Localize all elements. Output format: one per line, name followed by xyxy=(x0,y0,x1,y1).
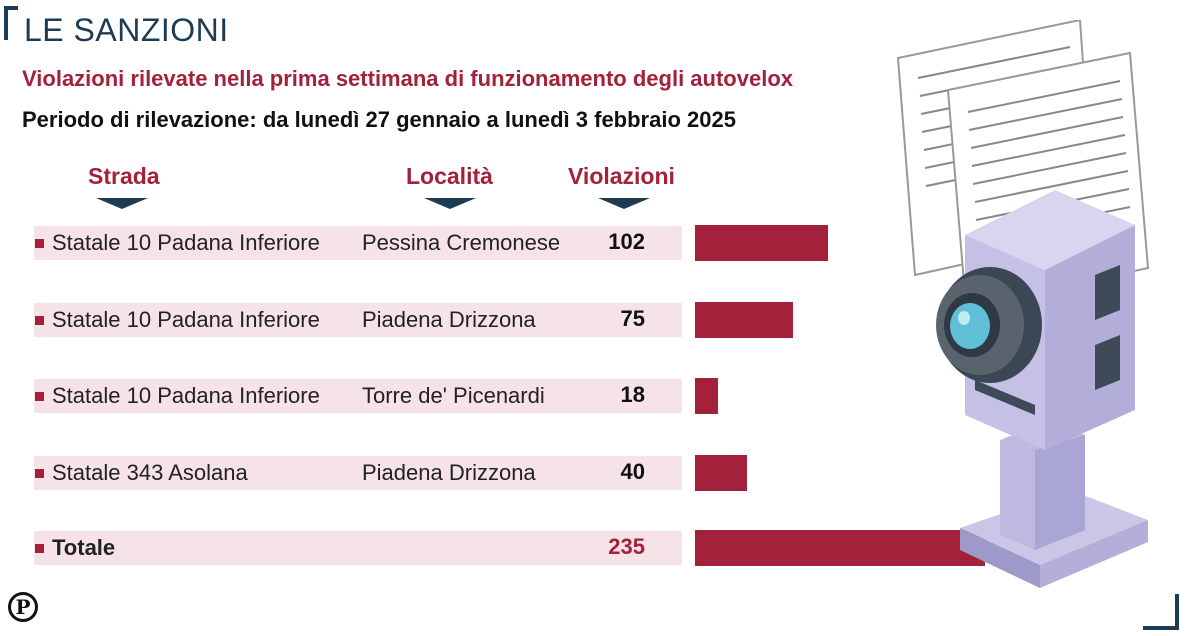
table-row xyxy=(34,456,682,490)
value-label: 40 xyxy=(620,459,645,484)
column-header-strada: Strada xyxy=(88,163,160,189)
row-bullet xyxy=(35,469,44,478)
localita-cell: Piadena Drizzona xyxy=(362,460,536,485)
arrow-down-icon xyxy=(96,198,148,209)
corner-bracket-bottom-right xyxy=(1143,594,1179,630)
value-label: 75 xyxy=(620,306,645,331)
localita-cell: Pessina Cremonese xyxy=(362,230,561,255)
total-row xyxy=(34,531,682,565)
total-bar xyxy=(695,530,985,566)
chart-subtitle: Violazioni rilevate nella prima settiman… xyxy=(22,66,793,91)
row-bullet xyxy=(35,316,44,325)
localita-cell: Piadena Drizzona xyxy=(362,307,536,332)
strada-cell: Statale 343 Asolana xyxy=(52,460,248,485)
column-header-violazioni: Violazioni xyxy=(568,163,675,189)
total-label: Totale xyxy=(52,535,116,560)
table-row xyxy=(34,379,682,413)
value-label: 102 xyxy=(608,229,645,254)
arrow-down-icon xyxy=(598,198,650,209)
bar xyxy=(695,302,793,338)
bar xyxy=(695,455,748,491)
value-label: 18 xyxy=(620,382,645,407)
localita-cell: Torre de' Picenardi xyxy=(362,383,545,408)
speed-camera-illustration xyxy=(896,20,1150,588)
column-header-localita: Località xyxy=(406,163,493,189)
total-value-label: 235 xyxy=(608,534,645,559)
strada-cell: Statale 10 Padana Inferiore xyxy=(52,383,320,408)
page-title: LE SANZIONI xyxy=(24,12,229,48)
corner-bracket-top-left xyxy=(4,6,18,40)
period-text: Periodo di rilevazione: da lunedì 27 gen… xyxy=(22,107,736,132)
bar xyxy=(695,378,719,414)
publisher-logo: P xyxy=(8,592,38,622)
row-bullet xyxy=(35,392,44,401)
strada-cell: Statale 10 Padana Inferiore xyxy=(52,230,320,255)
row-bullet xyxy=(35,239,44,248)
row-bullet xyxy=(35,544,44,553)
arrow-down-icon xyxy=(424,198,476,209)
table-row xyxy=(34,226,682,260)
strada-cell: Statale 10 Padana Inferiore xyxy=(52,307,320,332)
speed-camera-icon xyxy=(936,190,1148,588)
bar xyxy=(695,225,828,261)
table-row xyxy=(34,303,682,337)
